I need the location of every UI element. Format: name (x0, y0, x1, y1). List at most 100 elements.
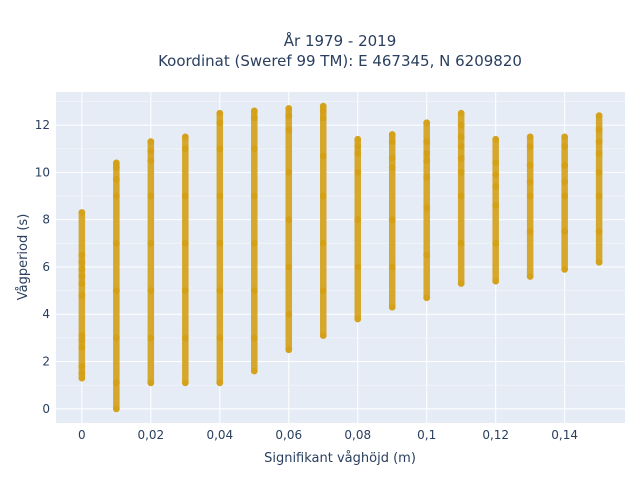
scatter-point (216, 379, 224, 387)
scatter-point (147, 334, 155, 342)
scatter-point (112, 405, 120, 413)
scatter-point (216, 145, 224, 153)
scatter-point (423, 294, 431, 302)
scatter-point (423, 138, 431, 146)
scatter-point (388, 216, 396, 224)
scatter-point (147, 157, 155, 164)
y-tick-label: 0 (42, 402, 50, 416)
scatter-point (492, 183, 500, 190)
scatter-point (319, 114, 327, 122)
scatter-point (112, 379, 120, 387)
scatter-point (423, 251, 431, 259)
x-tick-label: 0,06 (275, 428, 302, 442)
scatter-point (354, 315, 362, 323)
y-tick-label: 2 (42, 355, 50, 369)
scatter-point (285, 310, 293, 318)
scatter-point (561, 161, 569, 169)
scatter-point (319, 152, 327, 160)
scatter-point (112, 159, 120, 167)
scatter-point (319, 192, 327, 200)
scatter-point (78, 332, 86, 339)
y-tick-label: 4 (42, 307, 50, 321)
scatter-point (457, 154, 465, 162)
scatter-point (595, 112, 603, 120)
scatter-point (112, 239, 120, 247)
scatter-point (319, 332, 327, 339)
chart-title-line-1: År 1979 - 2019 (284, 31, 397, 50)
scatter-point (492, 202, 500, 209)
x-tick-label: 0,12 (482, 428, 509, 442)
scatter-point (561, 178, 569, 186)
scatter-point (285, 126, 293, 134)
scatter-point (250, 192, 258, 200)
scatter-point (354, 142, 362, 150)
scatter-point (147, 147, 155, 155)
scatter-point (388, 138, 396, 146)
scatter-point (354, 150, 362, 157)
scatter-point (457, 168, 465, 176)
scatter-point (595, 168, 603, 176)
scatter-point (423, 157, 431, 164)
scatter-point (526, 192, 534, 200)
scatter-point (181, 334, 189, 342)
scatter-point (181, 133, 189, 141)
plot-area (56, 92, 625, 423)
scatter-point (457, 239, 465, 247)
chart-title-line-2: Koordinat (Sweref 99 TM): E 467345, N 62… (158, 52, 522, 70)
scatter-point (423, 150, 431, 157)
scatter-point (354, 168, 362, 176)
scatter-point (78, 343, 86, 351)
x-tick-label: 0,08 (344, 428, 371, 442)
scatter-point (319, 239, 327, 247)
scatter-point (78, 258, 86, 266)
scatter-point (250, 239, 258, 247)
scatter-point (457, 109, 465, 117)
scatter-point (526, 133, 534, 141)
scatter-point (181, 192, 189, 200)
scatter-point (561, 228, 569, 235)
scatter-point (285, 263, 293, 271)
scatter-point (526, 178, 534, 186)
scatter-point (181, 287, 189, 294)
scatter-point (78, 280, 86, 287)
scatter-point (595, 126, 603, 134)
scatter-point (492, 171, 500, 179)
x-tick-label: 0,02 (137, 428, 164, 442)
scatter-point (319, 102, 327, 110)
scatter-point (78, 209, 86, 216)
scatter-point (526, 142, 534, 150)
scatter-point (181, 379, 189, 387)
scatter-point (457, 280, 465, 287)
x-tick-label: 0 (78, 428, 86, 442)
scatter-point (319, 107, 327, 115)
scatter-point (181, 239, 189, 247)
scatter-point (112, 287, 120, 294)
scatter-point (423, 204, 431, 212)
scatter-point (216, 334, 224, 342)
scatter-points (78, 102, 603, 413)
scatter-point (250, 367, 258, 375)
scatter-point (595, 228, 603, 235)
scatter-point (492, 159, 500, 167)
y-axis-ticks: 0 2 4 6 8 10 12 (35, 118, 50, 416)
scatter-point (285, 346, 293, 354)
scatter-point (457, 133, 465, 141)
scatter-point (526, 273, 534, 280)
scatter-point (285, 105, 293, 112)
scatter-point (112, 334, 120, 342)
scatter-point (147, 239, 155, 247)
scatter-point (112, 192, 120, 200)
scatter-point (285, 168, 293, 176)
scatter-point (354, 216, 362, 224)
scatter-point (250, 107, 258, 115)
scatter-point (78, 273, 86, 280)
scatter-point (561, 192, 569, 200)
scatter-point (595, 150, 603, 157)
scatter-point (147, 287, 155, 294)
scatter-point (112, 164, 120, 172)
scatter-point (388, 131, 396, 138)
x-tick-label: 0,04 (206, 428, 233, 442)
scatter-point (423, 173, 431, 181)
y-tick-label: 10 (35, 165, 50, 179)
